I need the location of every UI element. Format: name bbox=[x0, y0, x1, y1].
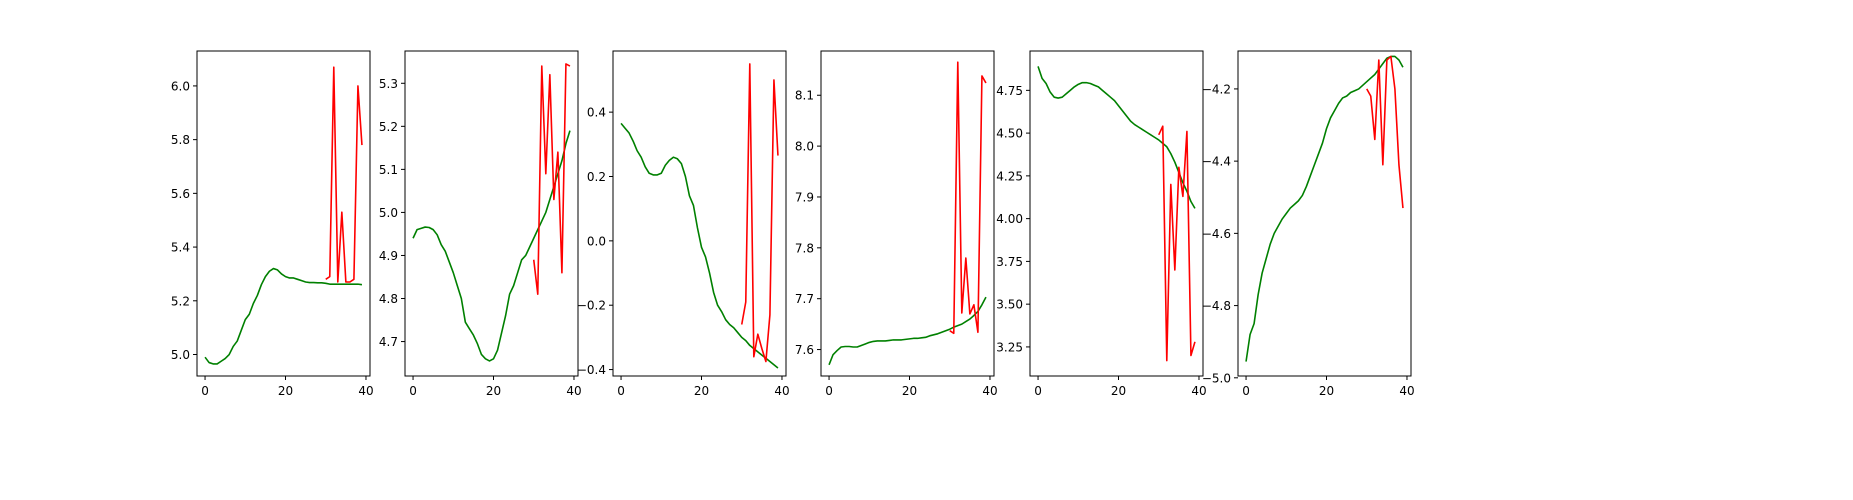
series-line-green bbox=[204, 267, 363, 365]
axes-frame bbox=[404, 50, 579, 377]
y-tick-label: 5.4 bbox=[171, 241, 190, 255]
x-tick-label: 20 bbox=[278, 384, 293, 398]
x-tick-label: 40 bbox=[1399, 384, 1414, 398]
y-tick-label: 4.75 bbox=[996, 84, 1023, 98]
x-tick-label: 0 bbox=[1034, 384, 1042, 398]
y-tick-label: 4.7 bbox=[379, 335, 398, 349]
y-tick-label: −4.2 bbox=[1202, 82, 1231, 96]
x-tick-label: 0 bbox=[617, 384, 625, 398]
subplot-3: 0 20 40 −0.4 −0.2 0.0 0.2 0.4 bbox=[577, 50, 790, 398]
x-tick-label: 20 bbox=[486, 384, 501, 398]
y-tick-label: −0.4 bbox=[577, 363, 606, 377]
series-line-red bbox=[325, 66, 363, 283]
series-line-green bbox=[1245, 55, 1404, 362]
y-tick-label: −4.4 bbox=[1202, 155, 1231, 169]
x-tick-label: 0 bbox=[409, 384, 417, 398]
y-tick-label: −5.0 bbox=[1202, 371, 1231, 385]
y-tick-label: 8.1 bbox=[795, 89, 814, 103]
subplot-5: 0 20 40 3.25 3.50 3.75 4.00 4.25 4.50 4.75 bbox=[996, 50, 1207, 398]
y-tick-label: 5.6 bbox=[171, 187, 190, 201]
y-tick-label: 7.7 bbox=[795, 292, 814, 306]
series-line-green bbox=[1037, 66, 1196, 209]
series-line-red bbox=[740, 63, 779, 363]
axes-frame bbox=[196, 50, 371, 377]
x-tick-label: 20 bbox=[1111, 384, 1126, 398]
y-tick-label: 8.0 bbox=[795, 140, 814, 154]
series-line-red bbox=[949, 61, 987, 335]
series-line-green bbox=[620, 122, 779, 369]
x-tick-label: 40 bbox=[1191, 384, 1206, 398]
x-tick-label: 40 bbox=[982, 384, 997, 398]
x-tick-label: 40 bbox=[774, 384, 789, 398]
y-tick-label: 5.2 bbox=[171, 294, 190, 308]
y-tick-label: −4.6 bbox=[1202, 227, 1231, 241]
axes-frame bbox=[612, 50, 787, 377]
y-tick-label: 4.9 bbox=[379, 249, 398, 263]
y-tick-label: 5.0 bbox=[171, 348, 190, 362]
subplot-1: 0 20 40 5.0 5.2 5.4 5.6 5.8 6.0 bbox=[171, 50, 374, 398]
y-tick-label: 5.1 bbox=[379, 163, 398, 177]
y-tick-label: 5.3 bbox=[379, 77, 398, 91]
subplot-4: 0 20 40 7.6 7.7 7.8 7.9 8.0 8.1 bbox=[795, 50, 998, 398]
y-tick-label: −0.2 bbox=[577, 299, 606, 313]
subplot-6: 0 20 40 −4.2 −4.4 −4.6 −4.8 −5.0 bbox=[1202, 50, 1415, 398]
y-tick-label: 4.00 bbox=[996, 212, 1023, 226]
y-tick-label: 3.25 bbox=[996, 340, 1023, 354]
y-tick-label: 6.0 bbox=[171, 79, 190, 93]
series-line-red bbox=[1366, 55, 1404, 209]
y-tick-label: 4.25 bbox=[996, 169, 1023, 183]
y-tick-label: 3.50 bbox=[996, 298, 1023, 312]
y-tick-label: 4.50 bbox=[996, 127, 1023, 141]
x-tick-label: 0 bbox=[825, 384, 833, 398]
x-tick-label: 20 bbox=[902, 384, 917, 398]
y-tick-label: 5.0 bbox=[379, 206, 398, 220]
subplot-2: 0 20 40 4.7 4.8 4.9 5.0 5.1 5.2 5.3 bbox=[379, 50, 582, 398]
series-line-red bbox=[1158, 125, 1196, 362]
y-tick-label: 0.2 bbox=[587, 170, 606, 184]
y-tick-label: 7.8 bbox=[795, 241, 814, 255]
x-tick-label: 20 bbox=[1319, 384, 1334, 398]
y-tick-label: 0.4 bbox=[587, 106, 606, 120]
y-tick-label: 5.8 bbox=[171, 133, 190, 147]
y-tick-label: 3.75 bbox=[996, 255, 1023, 269]
y-tick-label: 7.9 bbox=[795, 190, 814, 204]
y-tick-label: 4.8 bbox=[379, 292, 398, 306]
series-line-green bbox=[412, 130, 571, 362]
x-tick-label: 20 bbox=[694, 384, 709, 398]
axes-frame bbox=[1237, 50, 1412, 377]
x-tick-label: 40 bbox=[358, 384, 373, 398]
y-tick-label: −4.8 bbox=[1202, 299, 1231, 313]
axes-frame bbox=[1029, 50, 1204, 377]
x-tick-label: 40 bbox=[566, 384, 581, 398]
x-tick-label: 0 bbox=[201, 384, 209, 398]
series-line-green bbox=[828, 296, 987, 366]
y-tick-label: 0.0 bbox=[587, 234, 606, 248]
series-line-red bbox=[532, 63, 571, 296]
y-tick-label: 5.2 bbox=[379, 120, 398, 134]
x-tick-label: 0 bbox=[1242, 384, 1250, 398]
y-tick-label: 7.6 bbox=[795, 343, 814, 357]
axes-frame bbox=[820, 50, 995, 377]
